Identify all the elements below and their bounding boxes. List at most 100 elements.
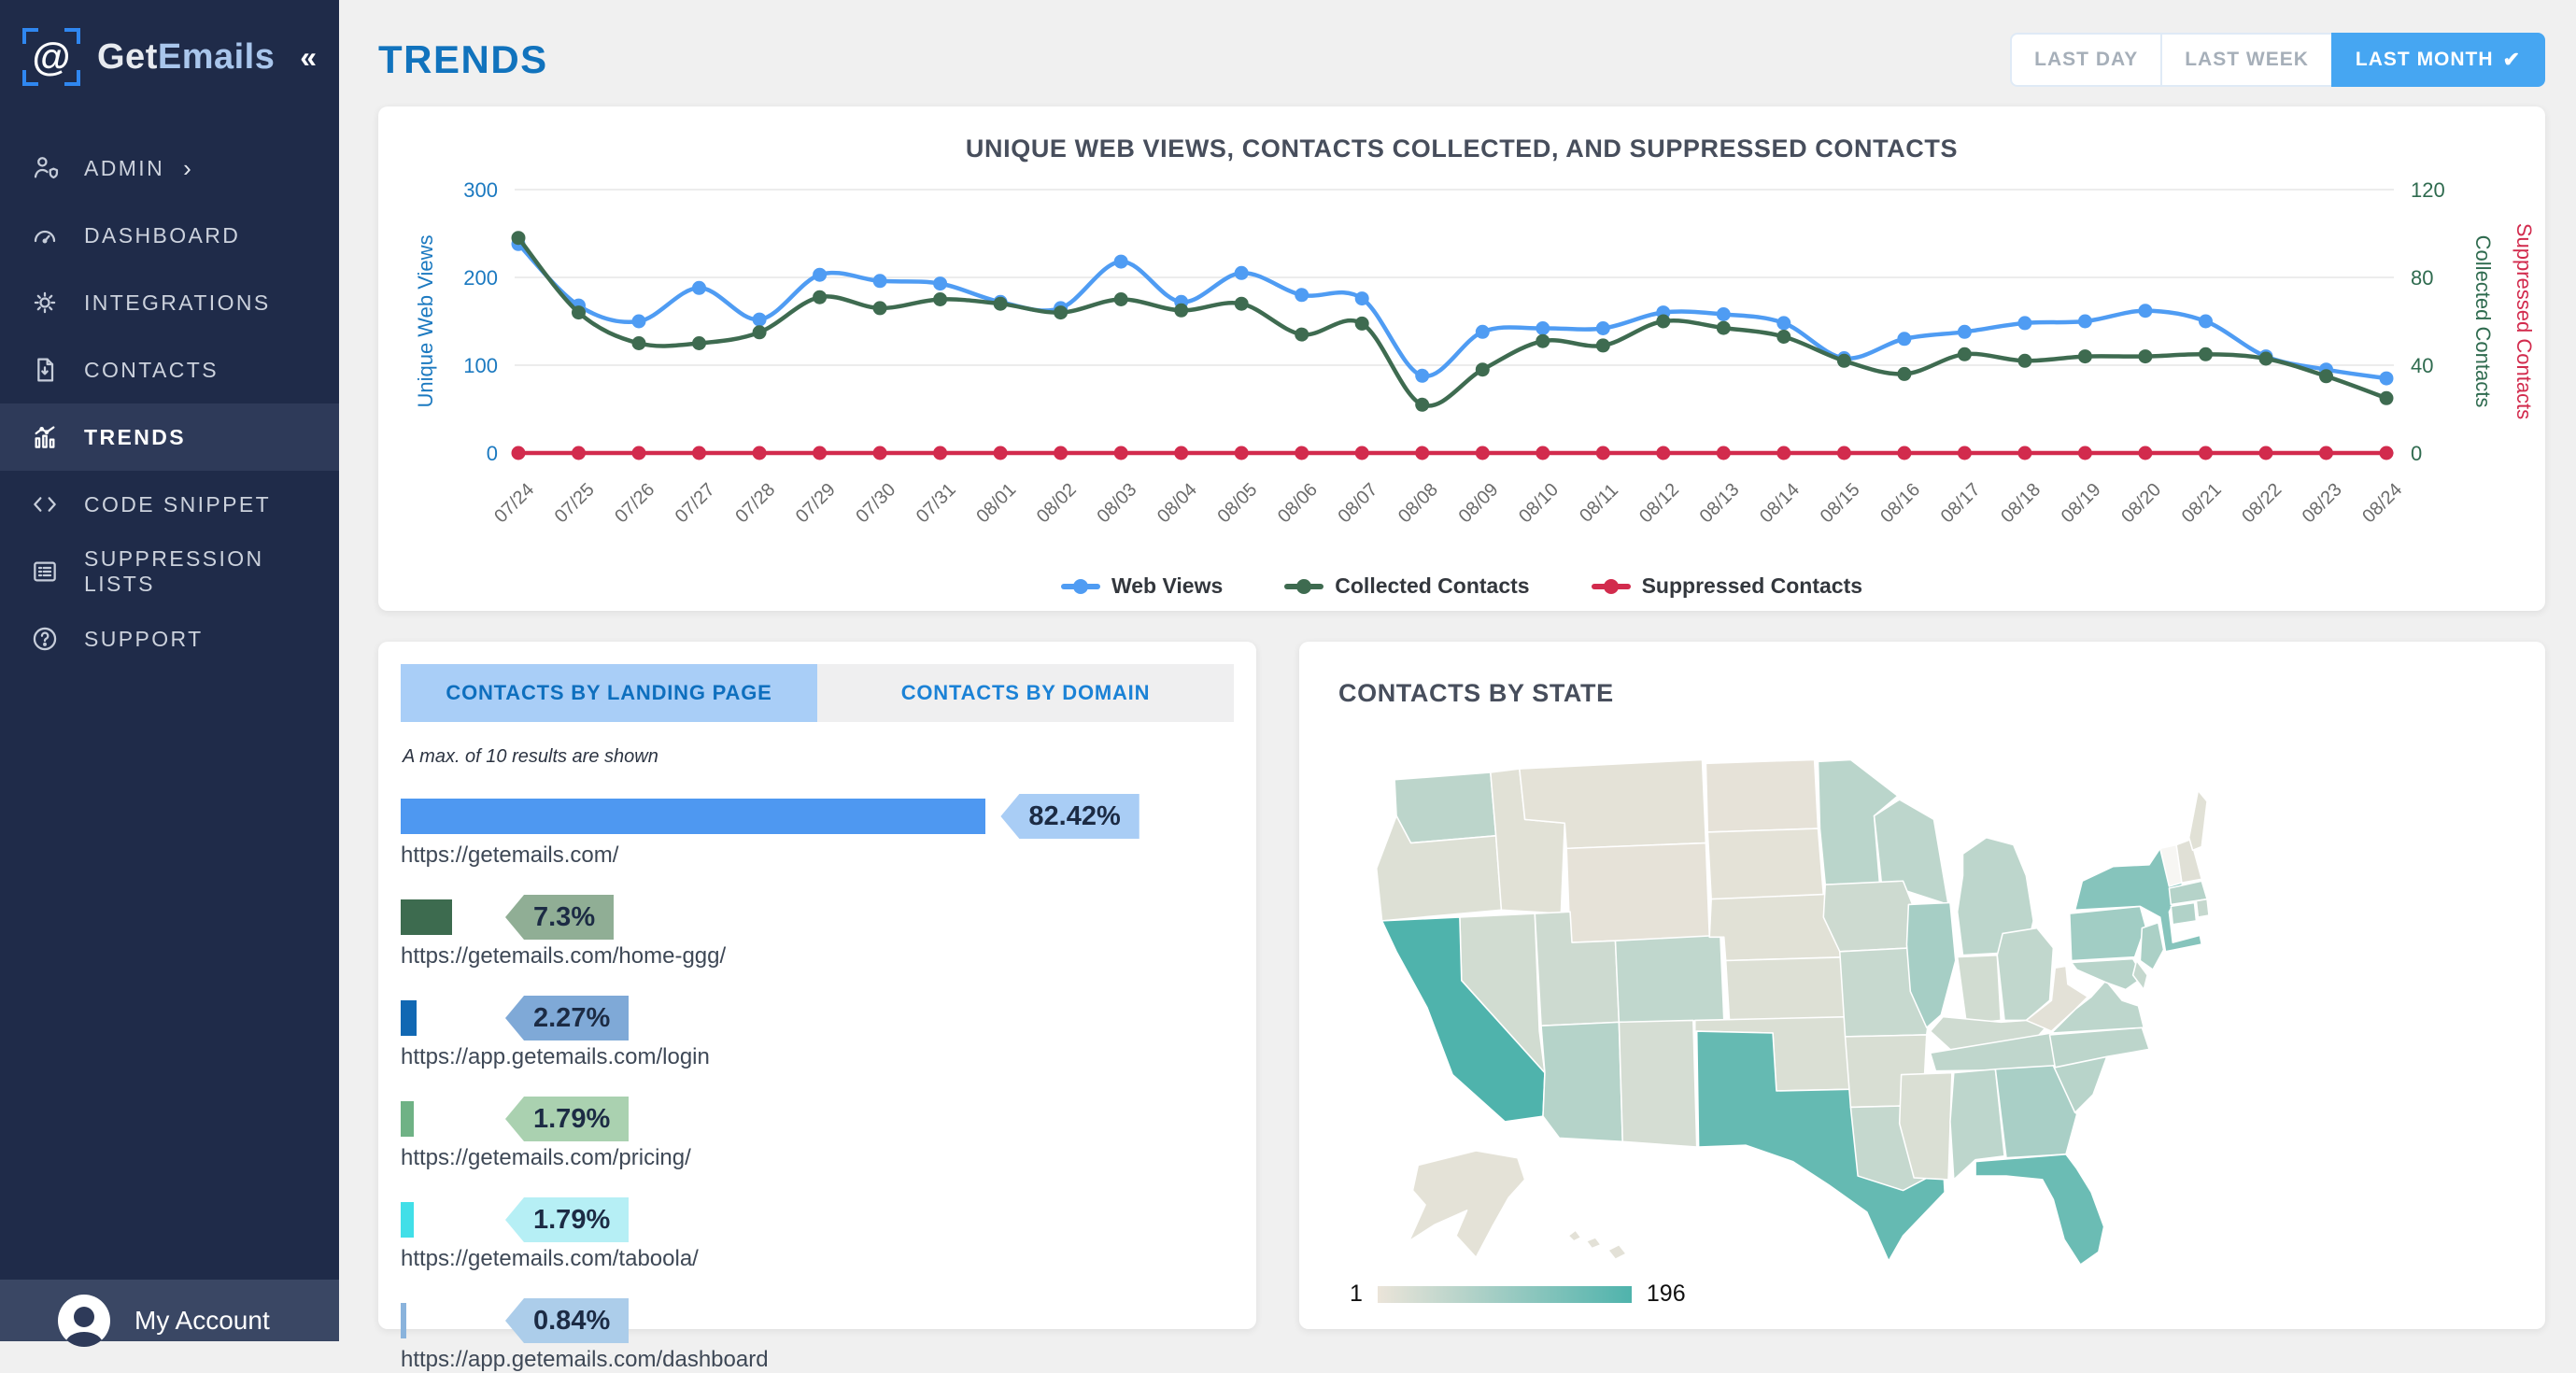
state-hi: [1606, 1243, 1627, 1260]
state-ak: [1408, 1150, 1526, 1259]
legend-item-collected-contacts[interactable]: Collected Contacts: [1284, 573, 1530, 599]
sidebar-item-label: DASHBOARD: [84, 222, 241, 248]
my-account[interactable]: My Account: [0, 1280, 339, 1347]
landing-url: https://getemails.com/pricing/: [401, 1145, 691, 1170]
contacts-by-state-card: CONTACTS BY STATE 1 196: [1299, 642, 2545, 1329]
range-button-last-day[interactable]: LAST DAY: [2010, 33, 2161, 87]
chart-legend: Web Views Collected Contacts Suppressed …: [378, 573, 2545, 599]
legend-item-suppressed-contacts[interactable]: Suppressed Contacts: [1591, 573, 1862, 599]
state-de: [2131, 959, 2148, 991]
sidebar-item-label: ADMIN: [84, 155, 165, 180]
range-button-last-week[interactable]: LAST WEEK: [2160, 33, 2331, 87]
trends-chart-card: UNIQUE WEB VIEWS, CONTACTS COLLECTED, AN…: [378, 106, 2545, 611]
svg-text:08/04: 08/04: [1154, 479, 1201, 527]
landing-bar: [401, 1202, 414, 1238]
page-title: TRENDS: [378, 37, 548, 81]
sidebar-item-label: TRENDS: [84, 424, 186, 449]
svg-text:08/06: 08/06: [1274, 479, 1322, 527]
state-oh: [1996, 927, 2055, 1022]
landing-url: https://getemails.com/home-ggg/: [401, 943, 727, 969]
svg-text:0: 0: [487, 442, 498, 465]
svg-text:40: 40: [2411, 354, 2433, 377]
landing-bar: [401, 1101, 414, 1137]
my-account-label: My Account: [134, 1306, 270, 1335]
state-az: [1540, 1021, 1624, 1143]
landing-row: 0.84% https://app.getemails.com/dashboar…: [401, 1298, 1234, 1373]
logo-at-icon: @: [22, 28, 80, 86]
svg-text:08/01: 08/01: [972, 479, 1020, 527]
sidebar-item-dashboard[interactable]: DASHBOARD: [0, 202, 339, 269]
svg-text:07/24: 07/24: [490, 479, 538, 527]
landing-bar-value-badge: 2.27%: [505, 996, 630, 1040]
svg-text:07/30: 07/30: [852, 479, 899, 527]
state-va: [2050, 980, 2145, 1034]
state-in: [1956, 954, 2002, 1026]
svg-text:08/10: 08/10: [1515, 479, 1563, 527]
sidebar-item-label: SUPPORT: [84, 626, 204, 651]
state-nj: [2139, 922, 2165, 970]
legend-marker-icon: [1284, 577, 1324, 596]
state-co: [1614, 934, 1725, 1024]
tab-contacts-by-domain[interactable]: CONTACTS BY DOMAIN: [817, 664, 1234, 722]
sidebar-collapse-icon[interactable]: «: [300, 39, 317, 74]
check-icon: ✔: [2502, 48, 2521, 71]
trends-icon: [30, 422, 60, 452]
admin-icon: [30, 153, 60, 183]
landing-bar-value-badge: 1.79%: [505, 1197, 630, 1242]
support-icon: [30, 624, 60, 654]
svg-text:200: 200: [463, 266, 498, 290]
state-ne: [1708, 893, 1845, 962]
sidebar-item-integrations[interactable]: INTEGRATIONS: [0, 269, 339, 336]
state-hi: [1567, 1229, 1582, 1242]
state-pa: [2069, 905, 2146, 962]
svg-text:08/18: 08/18: [1997, 479, 2045, 527]
legend-item-web-views[interactable]: Web Views: [1060, 573, 1223, 599]
svg-text:07/26: 07/26: [611, 479, 658, 527]
max-results-note: A max. of 10 results are shown: [403, 746, 658, 767]
svg-text:07/29: 07/29: [792, 479, 840, 527]
contacts-icon: [30, 355, 60, 385]
landing-row: 1.79% https://getemails.com/pricing/: [401, 1097, 1234, 1171]
chart-title: UNIQUE WEB VIEWS, CONTACTS COLLECTED, AN…: [965, 134, 1959, 163]
tab-contacts-by-landing-page[interactable]: CONTACTS BY LANDING PAGE: [401, 664, 817, 722]
svg-text:08/14: 08/14: [1756, 479, 1804, 527]
state-ks: [1724, 955, 1857, 1022]
range-button-label: LAST MONTH: [2355, 49, 2494, 70]
svg-text:100: 100: [463, 354, 498, 377]
range-button-last-month[interactable]: LAST MONTH ✔: [2330, 33, 2545, 87]
state-il: [1905, 901, 1957, 1028]
map-legend-min: 1: [1350, 1281, 1363, 1307]
code-icon: [30, 489, 60, 519]
svg-text:08/07: 08/07: [1334, 479, 1381, 527]
dashboard-icon: [30, 220, 60, 250]
sidebar-item-support[interactable]: SUPPORT: [0, 605, 339, 672]
landing-bar-value-badge: 7.3%: [505, 895, 615, 940]
landing-bar: [401, 799, 986, 834]
sidebar-item-trends[interactable]: TRENDS: [0, 403, 339, 471]
sidebar-item-contacts[interactable]: CONTACTS: [0, 336, 339, 403]
svg-text:Collected Contacts: Collected Contacts: [2471, 235, 2495, 408]
state-ia: [1822, 880, 1915, 953]
landing-row: 7.3% https://getemails.com/home-ggg/: [401, 895, 1234, 970]
svg-text:08/17: 08/17: [1937, 479, 1985, 527]
map-legend: 1 196: [1350, 1281, 2508, 1308]
landing-bar: [401, 899, 453, 935]
sidebar-item-code-snippet[interactable]: CODE SNIPPET: [0, 471, 339, 538]
legend-marker-icon: [1591, 577, 1631, 596]
svg-text:07/25: 07/25: [551, 479, 599, 527]
date-range-selector: LAST DAY LAST WEEK LAST MONTH ✔: [2010, 33, 2545, 87]
svg-text:07/27: 07/27: [672, 479, 719, 527]
state-sd: [1706, 828, 1825, 900]
svg-text:80: 80: [2411, 266, 2433, 290]
state-fl: [1974, 1154, 2105, 1266]
logo-text: GetEmails: [97, 36, 276, 77]
sidebar-item-label: SUPPRESSION LISTS: [84, 546, 264, 596]
svg-text:07/28: 07/28: [731, 479, 779, 527]
state-hi: [1585, 1237, 1602, 1250]
state-nd: [1705, 758, 1819, 833]
sidebar-item-suppression-lists[interactable]: SUPPRESSION LISTS: [0, 538, 339, 605]
svg-text:08/24: 08/24: [2358, 479, 2406, 527]
sidebar-item-admin[interactable]: ADMIN ›: [0, 134, 339, 202]
svg-text:300: 300: [463, 178, 498, 202]
sidebar: @ GetEmails « ADMIN › DASHBOARD INTEGRATI…: [0, 0, 339, 1347]
